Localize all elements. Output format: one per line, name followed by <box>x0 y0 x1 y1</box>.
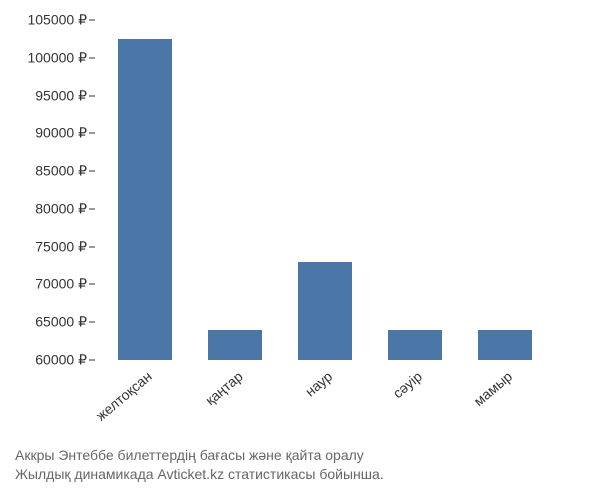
y-tick-label: 90000 ₽ <box>35 125 87 142</box>
y-tick-mark <box>89 171 95 172</box>
bars-group <box>100 20 550 360</box>
y-axis: 60000 ₽65000 ₽70000 ₽75000 ₽80000 ₽85000… <box>0 20 95 360</box>
y-tick-mark <box>89 246 95 247</box>
caption-line-2: Жылдық динамикада Avticket.kz статистика… <box>15 465 384 485</box>
x-tick-label: желтоқсан <box>93 368 155 424</box>
caption-line-1: Аккры Энтеббе билеттердің бағасы және қа… <box>15 446 384 466</box>
x-tick-label: қаңтар <box>202 368 246 408</box>
bar <box>208 330 262 360</box>
y-tick-label: 60000 ₽ <box>35 352 87 369</box>
y-tick-mark <box>89 322 95 323</box>
bar <box>478 330 532 360</box>
y-tick-label: 105000 ₽ <box>27 12 87 29</box>
bar <box>118 39 172 360</box>
caption: Аккры Энтеббе билеттердің бағасы және қа… <box>15 446 384 485</box>
y-tick-label: 100000 ₽ <box>27 49 87 66</box>
x-tick-label: наур <box>302 368 335 400</box>
x-tick-label: мамыр <box>471 368 516 409</box>
y-tick-mark <box>89 57 95 58</box>
y-tick-mark <box>89 360 95 361</box>
y-tick-mark <box>89 95 95 96</box>
y-tick-label: 80000 ₽ <box>35 200 87 217</box>
y-tick-mark <box>89 284 95 285</box>
y-tick-label: 85000 ₽ <box>35 163 87 180</box>
bar <box>388 330 442 360</box>
plot-area <box>100 20 550 360</box>
chart-container: 60000 ₽ 65000 ₽ 70000 ₽ 75000 ₽ 80000 ₽ 85000… <box>0 0 600 500</box>
x-tick-label: сәуір <box>390 368 425 401</box>
y-tick-label: 65000 ₽ <box>35 314 87 331</box>
x-axis: желтоқсанқаңтарнаурсәуірмамыр <box>100 360 550 440</box>
bar <box>298 262 352 360</box>
y-tick-mark <box>89 208 95 209</box>
y-tick-mark <box>89 20 95 21</box>
y-tick-label: 75000 ₽ <box>35 238 87 255</box>
y-tick-label: 70000 ₽ <box>35 276 87 293</box>
y-tick-mark <box>89 133 95 134</box>
y-tick-label: 95000 ₽ <box>35 87 87 104</box>
